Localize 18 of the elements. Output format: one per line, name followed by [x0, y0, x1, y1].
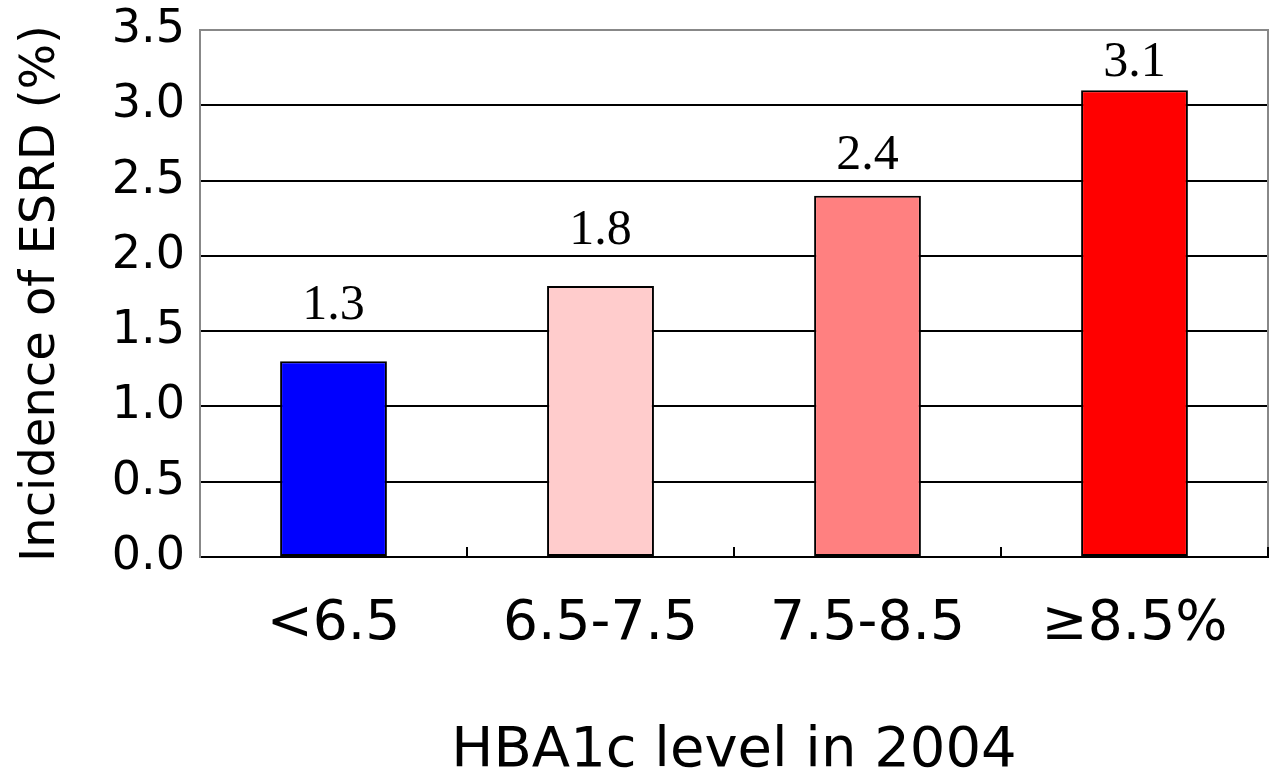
data-label: 1.8 [569, 198, 632, 255]
y-tick-label: 0.5 [111, 450, 185, 505]
x-axis-title: HBA1c level in 2004 [451, 713, 1017, 771]
x-tick-label: 7.5-8.5 [770, 588, 965, 653]
y-tick-label: 0.0 [111, 525, 185, 580]
x-tick-label: 6.5-7.5 [503, 588, 698, 653]
data-label: 3.1 [1103, 31, 1166, 88]
data-label: 2.4 [836, 123, 899, 180]
y-tick-label: 2.0 [111, 224, 185, 279]
y-tick-label: 3.0 [111, 74, 185, 129]
x-tick-label: ≥8.5% [1041, 588, 1228, 653]
y-tick-label: 3.5 [111, 0, 185, 53]
y-tick-label: 1.0 [111, 375, 185, 430]
y-tick-label: 2.5 [111, 149, 185, 204]
x-tick-label: <6.5 [266, 588, 401, 653]
y-axis-title: Incidence of ESRD (%) [9, 25, 66, 562]
data-label: 1.3 [302, 274, 365, 331]
y-tick-label: 1.5 [111, 300, 185, 355]
